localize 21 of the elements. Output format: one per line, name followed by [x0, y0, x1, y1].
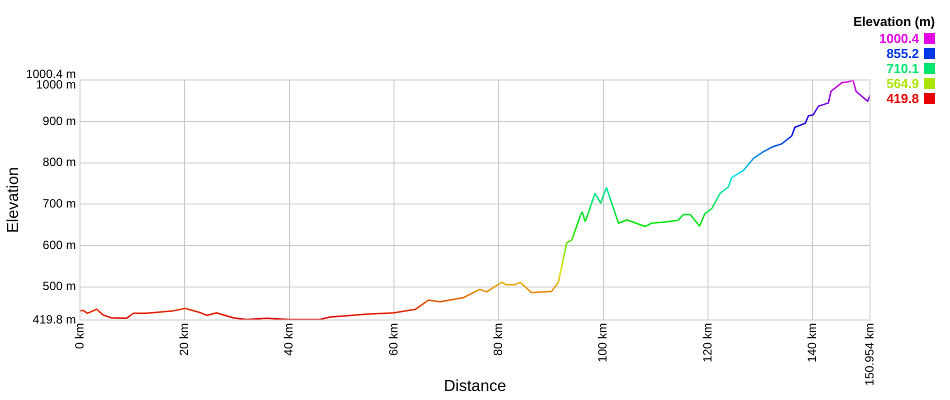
x-tick-label: 80 km [490, 323, 505, 356]
y-tick-label: 600 m [42, 238, 76, 252]
x-tick-label: 100 km [596, 323, 610, 362]
x-tick-label: 120 km [700, 323, 714, 362]
y-axis-title: Elevation [5, 167, 22, 233]
y-tick-label: 900 m [42, 114, 76, 128]
color-bar-label: 564.9 [886, 76, 919, 91]
y-tick-label: 800 m [42, 155, 76, 170]
y-tick-label: 500 m [42, 279, 76, 294]
x-tick-label: 40 km [282, 323, 296, 356]
color-bar-label: 1000.4 [879, 31, 919, 46]
x-axis-title: Distance [444, 378, 506, 395]
x-tick-label: 150.954 km [862, 323, 876, 386]
x-tick-label: 20 km [176, 323, 191, 356]
color-bar-label: 710.1 [886, 61, 919, 76]
x-tick-label: 140 km [804, 323, 819, 362]
y-tick-label: 700 m [42, 196, 76, 210]
x-tick-label: 60 km [386, 323, 400, 356]
color-bar-title: Elevation (m) [853, 14, 935, 29]
color-bar-label: 419.8 [886, 91, 919, 106]
color-bar-label: 855.2 [886, 46, 919, 61]
